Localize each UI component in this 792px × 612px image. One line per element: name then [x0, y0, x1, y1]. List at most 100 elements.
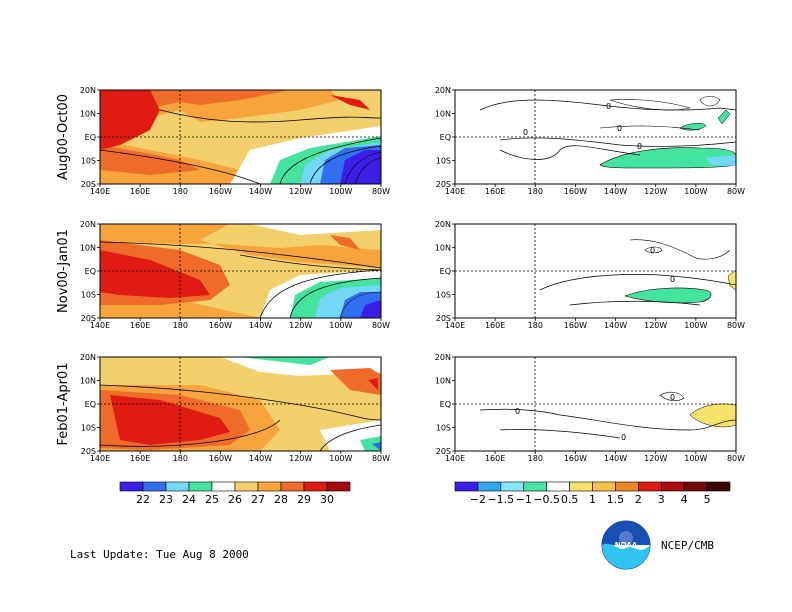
x-tick-label: 160E: [130, 454, 150, 463]
x-tick-label: 120W: [644, 187, 667, 196]
colorbar-label: −1.5: [487, 493, 514, 506]
contour-label: 0: [670, 393, 675, 402]
contour-label: 0: [670, 275, 675, 284]
x-tick-label: 120W: [644, 454, 667, 463]
x-tick-label: 100W: [329, 454, 352, 463]
colorbar-swatch: [683, 481, 708, 492]
colorbar-label: −0.5: [533, 493, 560, 506]
y-tick-label: EQ: [85, 267, 96, 276]
sst-map-row1: [100, 90, 381, 184]
y-tick-label: 10S: [436, 157, 451, 166]
x-tick-label: 140E: [90, 454, 110, 463]
x-tick-label: 120W: [289, 454, 312, 463]
colorbar-label: 26: [228, 493, 242, 506]
colorbar-label: 23: [159, 493, 173, 506]
x-tick-label: 80W: [727, 187, 745, 196]
colorbar-swatch: [638, 481, 662, 492]
colorbar-label: 29: [297, 493, 311, 506]
colorbar-label: 4: [681, 493, 688, 506]
colorbar-swatch: [119, 481, 144, 492]
x-tick-label: 180: [173, 187, 188, 196]
x-tick-label: 140W: [604, 321, 627, 330]
x-tick-label: 140E: [90, 321, 110, 330]
x-tick-label: 160E: [485, 454, 505, 463]
colorbar-swatch: [234, 481, 259, 492]
x-tick-label: 80W: [727, 321, 745, 330]
y-tick-label: 20S: [81, 447, 96, 456]
x-tick-label: 100W: [684, 321, 707, 330]
x-tick-label: 160E: [485, 321, 505, 330]
y-tick-label: 10N: [435, 244, 451, 253]
colorbar-swatch: [303, 481, 328, 492]
y-tick-label: 10S: [436, 424, 451, 433]
contour-label: 0: [650, 246, 655, 255]
colorbar-swatch: [280, 481, 305, 492]
colorbar-swatch: [454, 481, 479, 492]
y-tick-label: 20S: [436, 447, 451, 456]
y-tick-label: 20S: [436, 314, 451, 323]
y-tick-label: 20N: [435, 220, 451, 229]
colorbar-label: 24: [182, 493, 196, 506]
logo-text: NOAA: [615, 541, 638, 549]
colorbar-swatch: [165, 481, 190, 492]
colorbar-left: 22 23 24 25 26 27 28 29 30: [119, 481, 351, 506]
x-tick-label: 160E: [485, 187, 505, 196]
contour-label: 0: [515, 407, 520, 416]
x-tick-label: 100W: [329, 321, 352, 330]
y-tick-label: 20N: [80, 353, 96, 362]
x-tick-label: 160W: [564, 321, 587, 330]
y-tick-label: EQ: [85, 400, 96, 409]
x-tick-label: 100W: [684, 454, 707, 463]
colorbar-label: 1: [589, 493, 596, 506]
colorbar-swatch: [660, 481, 685, 492]
row-label: Feb01-Apr01: [56, 363, 71, 446]
contour-label: 0: [617, 124, 622, 133]
x-tick-label: 180: [173, 321, 188, 330]
colorbar-swatch: [477, 481, 502, 492]
y-tick-label: 10S: [81, 157, 96, 166]
colorbar-swatch: [142, 481, 167, 492]
y-tick-label: 20N: [80, 220, 96, 229]
noaa-logo: NOAA: [601, 520, 651, 570]
y-tick-label: EQ: [440, 400, 451, 409]
colorbar-swatch: [706, 481, 731, 492]
colorbar-label: −1: [516, 493, 532, 506]
anomaly-map-row3: 0 0 0: [455, 357, 737, 451]
x-tick-label: 120W: [289, 187, 312, 196]
x-tick-label: 100W: [329, 187, 352, 196]
x-tick-label: 80W: [372, 187, 390, 196]
x-tick-label: 140W: [249, 321, 272, 330]
y-tick-label: EQ: [85, 133, 96, 142]
colorbar-label: 1.5: [607, 493, 625, 506]
colorbar-label: 25: [205, 493, 219, 506]
x-tick-label: 160W: [209, 187, 232, 196]
x-tick-label: 140W: [604, 187, 627, 196]
anomaly-map-row1: 0 0 0 0: [455, 90, 737, 184]
y-tick-label: EQ: [440, 133, 451, 142]
x-tick-label: 180: [173, 454, 188, 463]
y-tick-label: 10N: [80, 244, 96, 253]
colorbar-swatch: [500, 481, 525, 492]
x-tick-label: 100W: [684, 187, 707, 196]
contour-label: 0: [637, 142, 642, 151]
contour-label: 0: [523, 128, 528, 137]
x-tick-label: 120W: [289, 321, 312, 330]
row-label: Aug00-Oct00: [56, 94, 71, 180]
x-tick-label: 140W: [604, 454, 627, 463]
colorbar-swatch: [546, 481, 570, 492]
colorbar-right: −2 −1.5 −1 −0.5 0.5 1 1.5 2 3 4 5: [454, 481, 731, 506]
colorbar-label: 0.5: [561, 493, 579, 506]
x-tick-label: 120W: [644, 321, 667, 330]
y-tick-label: 10S: [81, 424, 96, 433]
x-tick-label: 140E: [445, 187, 465, 196]
colorbar-label: 22: [136, 493, 150, 506]
x-tick-label: 160W: [564, 454, 587, 463]
colorbar-label: 3: [658, 493, 665, 506]
x-tick-label: 140E: [90, 187, 110, 196]
y-tick-label: 20N: [435, 353, 451, 362]
y-tick-label: 20S: [436, 180, 451, 189]
colorbar-swatch: [257, 481, 282, 492]
y-tick-label: 20N: [80, 86, 96, 95]
x-tick-label: 80W: [372, 454, 390, 463]
